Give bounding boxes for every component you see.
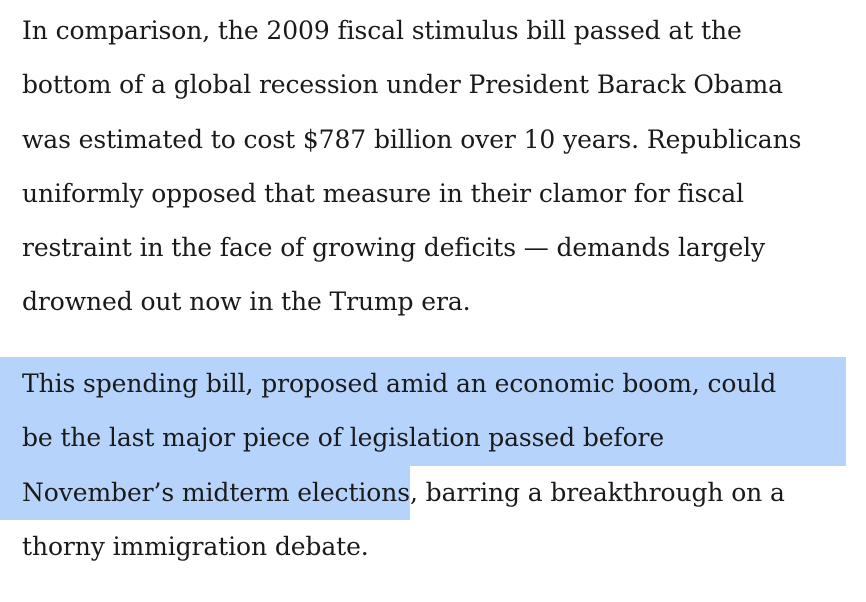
paragraph-line: restraint in the face of growing deficit… (22, 233, 766, 263)
paragraph-line: drowned out now in the Trump era. (22, 287, 471, 317)
paragraph-line: thorny immigration debate. (22, 531, 369, 561)
paragraph-line: was estimated to cost $787 billion over … (22, 124, 802, 154)
paragraph-line: uniformly opposed that measure in their … (22, 178, 744, 208)
selected-text-fragment[interactable]: November’s midterm elections (0, 465, 410, 520)
paragraph-line: bottom of a global recession under Presi… (22, 70, 783, 100)
paragraph-line: In comparison, the 2009 fiscal stimulus … (22, 16, 742, 45)
paragraph-line: November’s midterm elections, barring a … (0, 465, 846, 520)
selected-text-line[interactable]: be the last major piece of legislation p… (0, 411, 846, 466)
paragraph-1: In comparison, the 2009 fiscal stimulus … (22, 4, 801, 330)
selected-text-line[interactable]: This spending bill, proposed amid an eco… (0, 357, 846, 412)
unselected-text-fragment: , barring a breakthrough on a (409, 477, 785, 507)
paragraph-2: This spending bill, proposed amid an eco… (0, 357, 846, 574)
